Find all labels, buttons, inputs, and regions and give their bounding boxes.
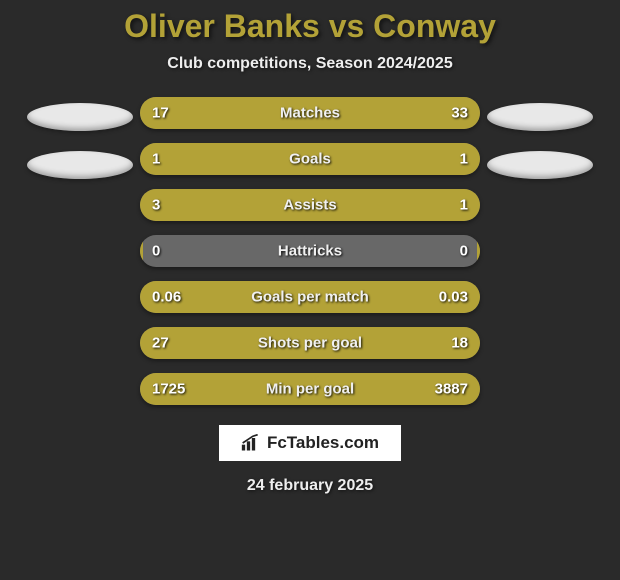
stat-right-value: 18 bbox=[451, 335, 468, 352]
stat-fill-right bbox=[477, 235, 480, 267]
subtitle: Club competitions, Season 2024/2025 bbox=[167, 55, 452, 73]
stat-right-value: 0.03 bbox=[439, 289, 468, 306]
stat-fill-left bbox=[140, 143, 310, 175]
chart-icon bbox=[241, 434, 261, 452]
stat-left-value: 1725 bbox=[152, 381, 185, 398]
stat-fill-left bbox=[140, 189, 395, 221]
stat-row: 0.06 0.03 Goals per match bbox=[140, 281, 480, 313]
stat-left-value: 3 bbox=[152, 197, 160, 214]
stat-label: Shots per goal bbox=[258, 335, 362, 352]
stat-fill-right bbox=[310, 143, 480, 175]
stat-left-value: 27 bbox=[152, 335, 169, 352]
stat-label: Matches bbox=[280, 105, 340, 122]
left-player-ellipse-2 bbox=[27, 151, 133, 179]
stat-label: Goals bbox=[289, 151, 331, 168]
stat-row: 17 33 Matches bbox=[140, 97, 480, 129]
stat-left-value: 1 bbox=[152, 151, 160, 168]
stat-row: 1 1 Goals bbox=[140, 143, 480, 175]
left-player-col bbox=[20, 97, 140, 199]
right-player-ellipse-1 bbox=[487, 103, 593, 131]
stat-left-value: 0 bbox=[152, 243, 160, 260]
left-player-ellipse-1 bbox=[27, 103, 133, 131]
stat-right-value: 1 bbox=[460, 197, 468, 214]
stats-area: 17 33 Matches 1 1 Goals 3 1 Assists 0 0 Hattricks 0.… bbox=[0, 97, 620, 405]
stat-right-value: 3887 bbox=[435, 381, 468, 398]
stat-label: Hattricks bbox=[278, 243, 342, 260]
stat-left-value: 0.06 bbox=[152, 289, 181, 306]
stat-row: 1725 3887 Min per goal bbox=[140, 373, 480, 405]
stat-label: Assists bbox=[283, 197, 336, 214]
watermark-badge: FcTables.com bbox=[219, 425, 401, 461]
stat-row: 27 18 Shots per goal bbox=[140, 327, 480, 359]
stat-right-value: 0 bbox=[460, 243, 468, 260]
date-line: 24 february 2025 bbox=[247, 477, 373, 495]
page-title: Oliver Banks vs Conway bbox=[124, 8, 496, 45]
stat-right-value: 33 bbox=[451, 105, 468, 122]
stat-label: Min per goal bbox=[266, 381, 354, 398]
right-player-col bbox=[480, 97, 600, 199]
stat-fill-left bbox=[140, 235, 143, 267]
stat-left-value: 17 bbox=[152, 105, 169, 122]
right-player-ellipse-2 bbox=[487, 151, 593, 179]
comparison-card: Oliver Banks vs Conway Club competitions… bbox=[0, 0, 620, 580]
stat-bars: 17 33 Matches 1 1 Goals 3 1 Assists 0 0 Hattricks 0.… bbox=[140, 97, 480, 405]
stat-row: 3 1 Assists bbox=[140, 189, 480, 221]
watermark-text: FcTables.com bbox=[267, 433, 379, 453]
stat-label: Goals per match bbox=[251, 289, 369, 306]
stat-row: 0 0 Hattricks bbox=[140, 235, 480, 267]
stat-right-value: 1 bbox=[460, 151, 468, 168]
